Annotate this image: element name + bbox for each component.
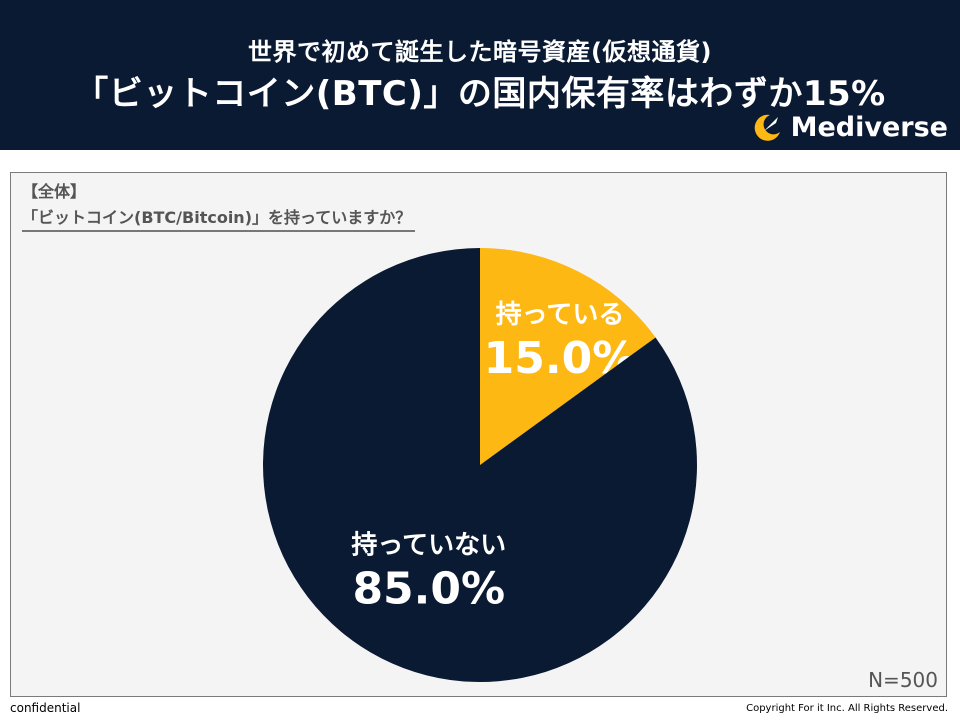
header-title: 「ビットコイン(BTC)」の国内保有率はわずか15%	[74, 74, 886, 114]
pie-slice-label-1: 持っていない	[351, 531, 506, 561]
copyright-label: Copyright For it Inc. All Rights Reserve…	[746, 703, 948, 714]
pie-slice-value-1: 85.0%	[352, 564, 505, 615]
brand-logo: Mediverse	[751, 110, 948, 144]
pie-slice-label-0: 持っている	[496, 300, 625, 330]
sample-size-label: N=500	[868, 668, 938, 692]
question-text: 「ビットコイン(BTC/Bitcoin)」を持っていますか？	[22, 204, 416, 232]
brand-name: Mediverse	[790, 111, 948, 143]
header-banner: 世界で初めて誕生した暗号資産(仮想通貨) 「ビットコイン(BTC)」の国内保有率…	[0, 0, 960, 150]
pie-slice-1	[263, 247, 698, 683]
pie-slice-0	[480, 248, 656, 465]
question-group: 【全体】	[22, 182, 87, 201]
confidential-label: confidential	[10, 701, 81, 715]
moon-star-logo-icon	[754, 114, 780, 141]
header-subtitle: 世界で初めて誕生した暗号資産(仮想通貨)	[248, 38, 712, 66]
